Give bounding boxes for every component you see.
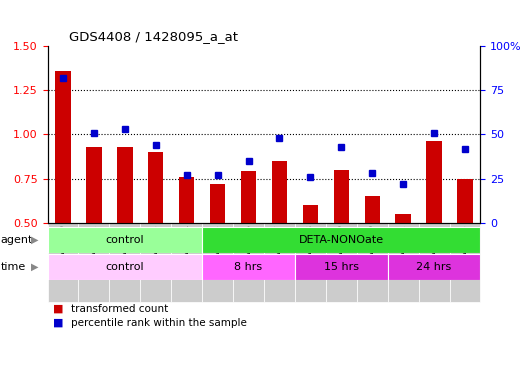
Text: agent: agent bbox=[1, 235, 33, 245]
Bar bbox=[109, 223, 140, 302]
Text: ■: ■ bbox=[53, 318, 63, 328]
Bar bbox=[419, 223, 449, 302]
Bar bbox=[272, 161, 287, 223]
Bar bbox=[357, 223, 388, 302]
Bar bbox=[241, 172, 256, 223]
Bar bbox=[117, 147, 133, 223]
Text: control: control bbox=[106, 262, 144, 272]
Bar bbox=[202, 254, 295, 280]
Bar bbox=[48, 223, 79, 302]
Text: transformed count: transformed count bbox=[71, 304, 168, 314]
Bar bbox=[202, 223, 233, 302]
Bar bbox=[210, 184, 225, 223]
Text: 24 hrs: 24 hrs bbox=[417, 262, 452, 272]
Bar bbox=[295, 223, 326, 302]
Bar bbox=[388, 223, 419, 302]
Bar bbox=[233, 223, 264, 302]
Text: 15 hrs: 15 hrs bbox=[324, 262, 359, 272]
Bar bbox=[86, 147, 101, 223]
Bar bbox=[140, 223, 171, 302]
Text: ■: ■ bbox=[53, 304, 63, 314]
Bar bbox=[326, 223, 357, 302]
Text: GDS4408 / 1428095_a_at: GDS4408 / 1428095_a_at bbox=[69, 30, 238, 43]
Text: DETA-NONOate: DETA-NONOate bbox=[299, 235, 384, 245]
Bar bbox=[388, 254, 480, 280]
Text: ▶: ▶ bbox=[31, 262, 38, 272]
Bar bbox=[449, 223, 480, 302]
Text: ▶: ▶ bbox=[31, 235, 38, 245]
Bar bbox=[395, 214, 411, 223]
Bar bbox=[202, 227, 480, 253]
Bar bbox=[148, 152, 164, 223]
Bar bbox=[48, 227, 202, 253]
Bar bbox=[171, 223, 202, 302]
Bar bbox=[457, 179, 473, 223]
Text: time: time bbox=[1, 262, 26, 272]
Bar bbox=[55, 71, 71, 223]
Text: control: control bbox=[106, 235, 144, 245]
Text: 8 hrs: 8 hrs bbox=[234, 262, 262, 272]
Bar bbox=[48, 254, 202, 280]
Text: percentile rank within the sample: percentile rank within the sample bbox=[71, 318, 247, 328]
Bar bbox=[79, 223, 109, 302]
Bar bbox=[264, 223, 295, 302]
Bar bbox=[179, 177, 194, 223]
Bar bbox=[334, 170, 349, 223]
Bar bbox=[303, 205, 318, 223]
Bar bbox=[295, 254, 388, 280]
Bar bbox=[427, 141, 442, 223]
Bar bbox=[364, 196, 380, 223]
